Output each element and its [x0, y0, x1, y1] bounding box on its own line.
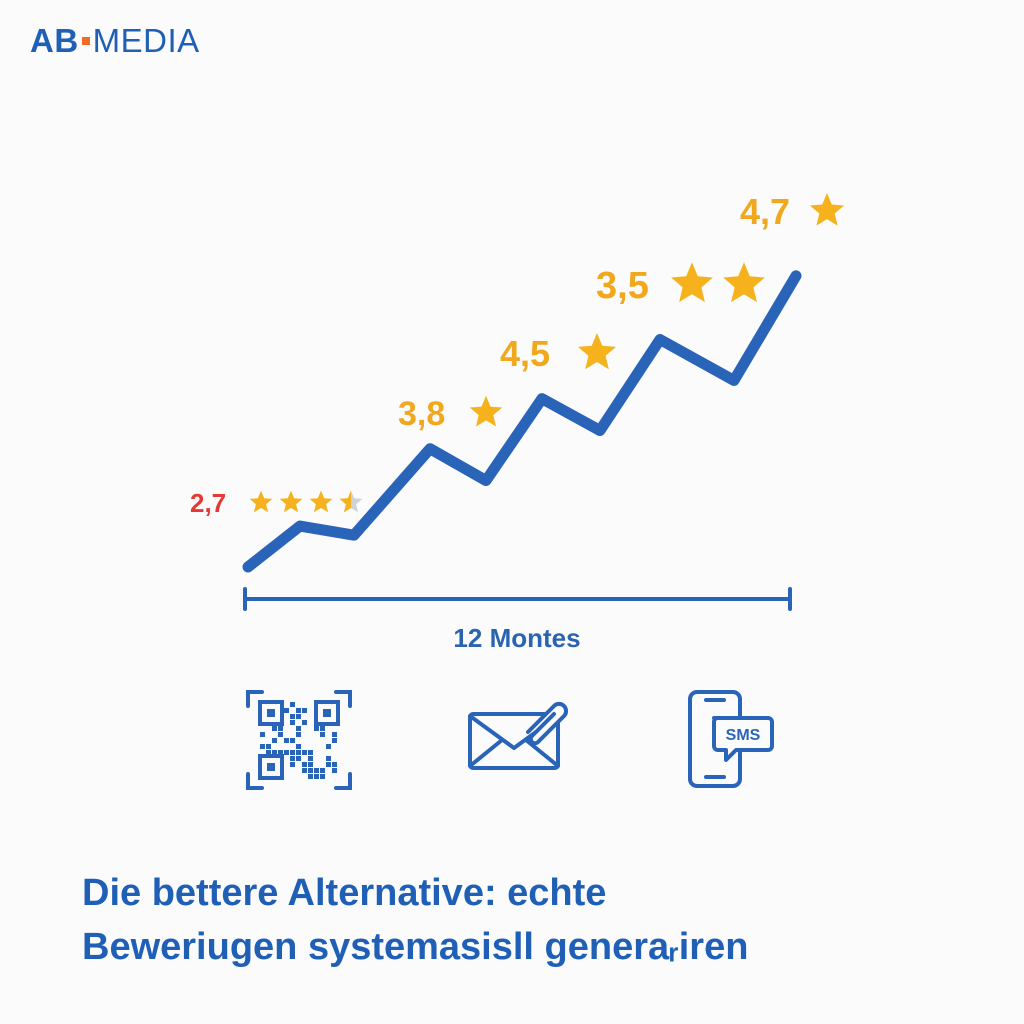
star-icon: [309, 490, 333, 513]
star-icon: [809, 193, 845, 226]
brand-logo-part1: AB: [30, 22, 79, 59]
rating-trend-line: [242, 270, 802, 573]
star-icon: [279, 490, 303, 513]
headline-line-1: Die bettere Alternative: echte: [82, 872, 607, 914]
brand-logo-dot: [81, 37, 90, 45]
brand-logo: AB MEDIA: [30, 22, 200, 60]
sms-label: SMS: [726, 727, 761, 744]
rating-label: 2,7: [190, 488, 226, 518]
email-attachment-icon: [466, 698, 570, 779]
smartphone-sms-icon: SMS: [686, 690, 776, 795]
rating-label: 4,5: [500, 333, 550, 374]
star-half-icon: [339, 490, 351, 513]
rating-labels: 2,7 3,8 4,5 3,5 4,7: [190, 191, 845, 518]
rating-label: 4,7: [740, 191, 790, 232]
time-span-axis: [243, 587, 792, 611]
rating-label: 3,5: [596, 265, 649, 307]
headline-line-2: Beweriugen systemasisll generaᵣiren: [82, 926, 749, 968]
rating-growth-chart: 2,7 3,8 4,5 3,5 4,7: [190, 191, 845, 611]
brand-logo-part2: MEDIA: [92, 22, 200, 59]
rating-label: 3,8: [398, 395, 445, 433]
time-span-label: 12 Montes: [453, 623, 581, 653]
star-icon: [469, 395, 503, 427]
star-icon: [578, 333, 616, 370]
star-icon: [249, 490, 273, 513]
star-icon: [723, 262, 765, 303]
star-icon: [671, 262, 713, 303]
qr-code-icon: [246, 690, 352, 795]
headline: Die bettere Alternative: echte Beweriuge…: [82, 866, 748, 974]
